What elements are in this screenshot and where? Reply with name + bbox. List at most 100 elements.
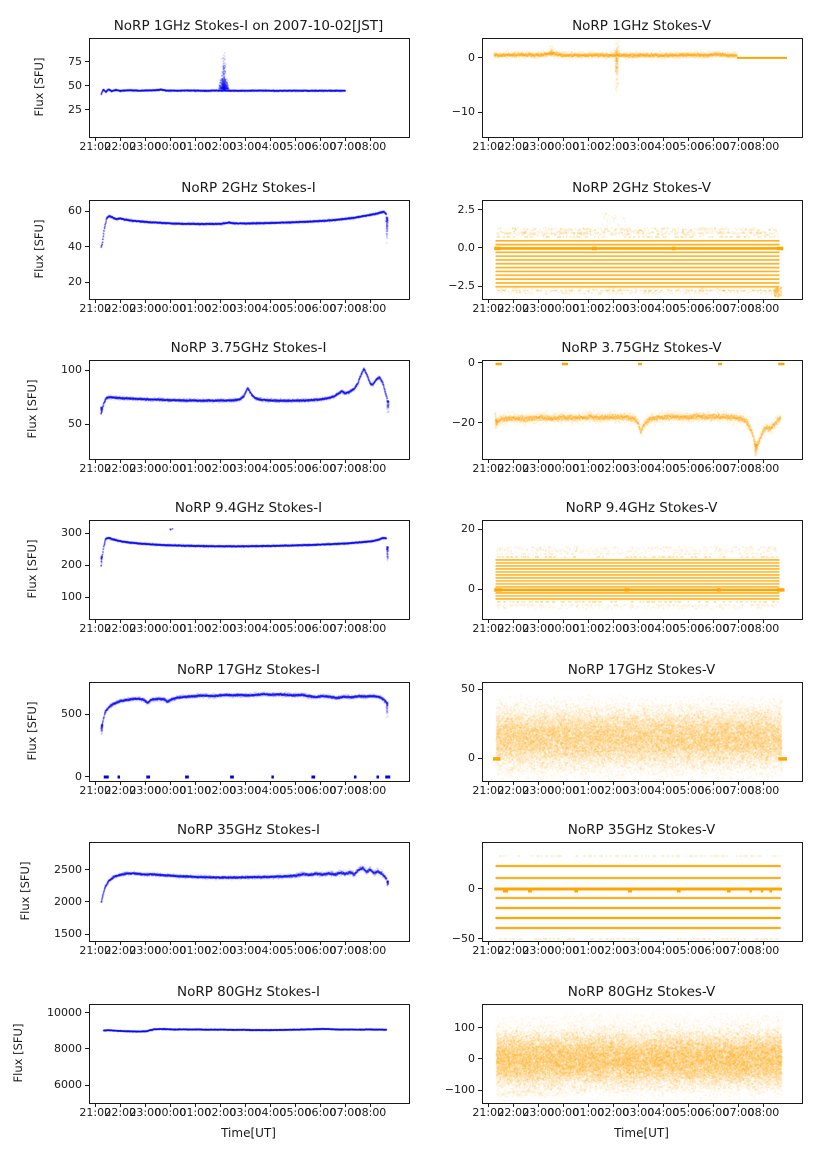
x-tick-mark (369, 941, 371, 945)
x-tick-mark (737, 137, 739, 141)
x-tick-mark (487, 781, 489, 785)
x-tick-mark (94, 299, 96, 303)
y-tick-mark (85, 369, 89, 371)
x-tick-mark (512, 1103, 514, 1107)
x-tick-mark (294, 941, 296, 945)
x-tick-mark (144, 459, 146, 463)
y-tick-label: 6000 (54, 1078, 82, 1092)
x-tick-mark (687, 781, 689, 785)
x-tick-mark (712, 1103, 714, 1107)
x-tick-mark (637, 459, 639, 463)
x-tick-mark (487, 941, 489, 945)
plot-area (482, 1004, 803, 1104)
x-tick-mark (194, 459, 196, 463)
x-tick-label: 21:00 (79, 302, 112, 315)
x-tick-mark (537, 137, 539, 141)
x-tick-label: 23:00 (129, 1106, 162, 1119)
x-tick-label: 07:00 (722, 302, 755, 315)
plot-area (89, 520, 410, 620)
x-tick-label: 06:00 (304, 302, 337, 315)
x-tick-mark (319, 459, 321, 463)
y-tick-mark (478, 285, 482, 287)
x-tick-mark (269, 1103, 271, 1107)
y-tick-mark (85, 713, 89, 715)
y-tick-label: 50 (68, 417, 82, 431)
y-tick-label: 75 (68, 54, 82, 68)
x-axis-label: Time[UT] (221, 1126, 276, 1140)
subplot-title: NoRP 9.4GHz Stokes-V (565, 500, 718, 516)
x-tick-mark (537, 459, 539, 463)
x-tick-label: 04:00 (254, 140, 287, 153)
x-tick-mark (562, 619, 564, 623)
x-tick-label: 00:00 (547, 1106, 580, 1119)
y-axis-label: Flux [SFU] (11, 1023, 25, 1083)
x-tick-mark (762, 1103, 764, 1107)
x-tick-label: 05:00 (279, 944, 312, 957)
y-tick-mark (85, 869, 89, 871)
x-tick-label: 00:00 (154, 944, 187, 957)
data-scatter-canvas (90, 683, 409, 781)
x-tick-label: 03:00 (622, 944, 655, 957)
x-tick-label: 06:00 (304, 1106, 337, 1119)
x-tick-mark (94, 137, 96, 141)
x-tick-label: 04:00 (254, 1106, 287, 1119)
x-tick-mark (487, 299, 489, 303)
x-tick-label: 00:00 (154, 1106, 187, 1119)
x-tick-label: 03:00 (622, 1106, 655, 1119)
x-tick-label: 21:00 (472, 784, 505, 797)
x-tick-mark (537, 1103, 539, 1107)
y-tick-mark (478, 757, 482, 759)
x-tick-label: 07:00 (722, 462, 755, 475)
x-tick-label: 07:00 (329, 622, 362, 635)
x-tick-label: 02:00 (597, 302, 630, 315)
x-tick-mark (94, 781, 96, 785)
y-tick-label: 0 (468, 355, 475, 369)
subplot-title: NoRP 35GHz Stokes-I (177, 822, 320, 838)
x-tick-mark (344, 299, 346, 303)
subplot-title: NoRP 17GHz Stokes-V (567, 662, 716, 678)
x-tick-label: 04:00 (647, 944, 680, 957)
x-tick-label: 04:00 (647, 784, 680, 797)
x-tick-mark (219, 299, 221, 303)
x-tick-mark (687, 459, 689, 463)
x-tick-label: 00:00 (154, 302, 187, 315)
x-tick-label: 01:00 (179, 622, 212, 635)
x-tick-label: 04:00 (647, 140, 680, 153)
x-tick-mark (762, 781, 764, 785)
x-tick-mark (319, 137, 321, 141)
x-tick-mark (662, 299, 664, 303)
y-tick-label: 0 (468, 582, 475, 596)
x-tick-label: 08:00 (747, 784, 780, 797)
x-tick-mark (712, 459, 714, 463)
y-tick-mark (85, 109, 89, 111)
x-tick-label: 08:00 (747, 1106, 780, 1119)
plot-area (89, 1004, 410, 1104)
x-tick-label: 23:00 (522, 944, 555, 957)
x-tick-label: 21:00 (79, 622, 112, 635)
x-tick-label: 08:00 (354, 1106, 387, 1119)
y-tick-mark (85, 596, 89, 598)
x-tick-mark (712, 941, 714, 945)
x-tick-label: 02:00 (204, 784, 237, 797)
x-tick-mark (537, 781, 539, 785)
x-tick-label: 05:00 (672, 944, 705, 957)
x-tick-label: 03:00 (622, 622, 655, 635)
subplot-title: NoRP 2GHz Stokes-V (572, 180, 711, 196)
x-tick-label: 00:00 (547, 944, 580, 957)
data-scatter-canvas (483, 39, 802, 137)
x-tick-mark (269, 619, 271, 623)
x-tick-mark (269, 781, 271, 785)
y-tick-label: 60 (68, 204, 82, 218)
x-tick-mark (587, 299, 589, 303)
x-tick-mark (194, 299, 196, 303)
x-tick-mark (219, 1103, 221, 1107)
x-tick-mark (94, 619, 96, 623)
x-tick-mark (737, 941, 739, 945)
x-tick-mark (487, 459, 489, 463)
data-scatter-canvas (483, 521, 802, 619)
x-tick-mark (244, 459, 246, 463)
subplot-title: NoRP 3.75GHz Stokes-I (170, 340, 327, 356)
x-tick-mark (537, 299, 539, 303)
plot-area (482, 842, 803, 942)
x-tick-mark (762, 619, 764, 623)
